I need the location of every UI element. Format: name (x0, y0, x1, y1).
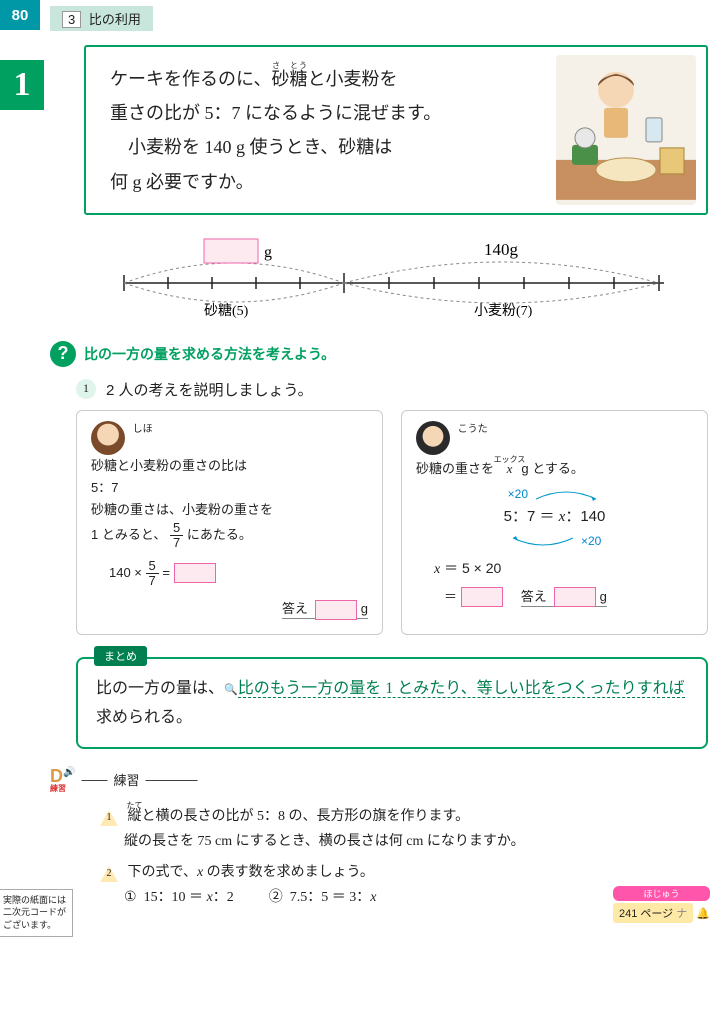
question-icon: ? (50, 341, 76, 367)
shiho-line: 砂糖の重さは、小麦粉の重さを (91, 499, 368, 521)
triangle-badge: 2 (100, 866, 118, 882)
kouta-ratio: 5：7 ＝ x：140 (416, 504, 693, 531)
kouta-arrow-top: ×20 (416, 484, 693, 504)
answer-blank[interactable] (174, 563, 216, 583)
hint-row: ? 比の一方の量を求める方法を考えよう。 (50, 341, 708, 367)
cooking-illustration (556, 55, 696, 205)
shiho-name: しほ (133, 424, 153, 435)
answer-blank[interactable] (461, 587, 503, 607)
hint-text: 比の一方の量を求める方法を考えよう。 (84, 344, 335, 364)
practice-1: 1 縦たてと横の長さの比が 5：8 の、長方形の旗を作ります。 縦の長さを 75… (100, 801, 708, 854)
problem-line: 重さの比が 5：7 になるように混ぜます。 (110, 96, 586, 130)
summary-key: 比のもう一方の量を 1 とみたり、等しい比をつくったりすれば (238, 680, 685, 698)
kouta-line: 砂糖の重さを xエックスg とする。 (416, 455, 693, 480)
sub-question: 1 2 人の考えを説明しましょう。 (76, 379, 708, 400)
subq-number: 1 (76, 379, 96, 399)
shiho-thinking: しほ 砂糖と小麦粉の重さの比は 5：7 砂糖の重さは、小麦粉の重さを 1 とみる… (76, 410, 383, 636)
kouta-arrow-bottom: ×20 (416, 531, 693, 551)
supplement-tag: ほじゅう 241 ページ ナ 🔔 (613, 886, 710, 923)
svg-text:小麦粉(7): 小麦粉(7) (474, 303, 533, 319)
summary-post: 求められる。 (96, 709, 192, 726)
practice-header: D🔊 練習 —— 練習 ———— (50, 767, 708, 793)
section-title: 比の利用 (89, 12, 141, 27)
answer-blank[interactable] (554, 587, 596, 607)
kouta-thinking: こうた 砂糖の重さを xエックスg とする。 ×20 5：7 ＝ x：140 ×… (401, 410, 708, 636)
svg-text:砂糖(5): 砂糖(5) (204, 303, 249, 319)
shiho-answer-row: 答え g (91, 598, 368, 620)
section-number: 3 (62, 11, 81, 28)
summary-tag: まとめ (94, 646, 147, 666)
svg-text:g: g (264, 244, 272, 261)
kouta-avatar (416, 421, 450, 455)
kouta-name: こうた (458, 424, 488, 435)
shiho-avatar (91, 421, 125, 455)
problem-line: 小麦粉を 140 g 使うとき、砂糖は (110, 130, 586, 164)
section-tab: 3 比の利用 (50, 6, 153, 31)
problem-line: 何 g 必要ですか。 (110, 165, 586, 199)
shiho-line: 1 とみると、 57 にあたる。 (91, 521, 368, 551)
summary-box: まとめ 比の一方の量は、🔍比のもう一方の量を 1 とみたり、等しい比をつくったり… (76, 657, 708, 749)
problem-number-badge: 1 (0, 60, 44, 110)
bell-icon: 🔔 (696, 908, 710, 920)
number-line-diagram: g 140g 砂糖(5) 小麦粉(7) (110, 233, 678, 323)
triangle-badge: 1 (100, 810, 118, 826)
page-number: 80 (0, 0, 40, 30)
shiho-line: 砂糖と小麦粉の重さの比は (91, 455, 368, 477)
problem-box: ケーキを作るのに、砂糖さ とうと小麦粉を 重さの比が 5：7 になるように混ぜま… (84, 45, 708, 215)
d-icon: D🔊 練習 (50, 767, 75, 793)
qr-code-note: 実際の紙面には二次元コードがございます。 (0, 889, 73, 937)
shiho-calc: 140 × 57 = (109, 559, 368, 589)
subq-text: 2 人の考えを説明しましょう。 (106, 379, 313, 400)
answer-blank[interactable] (315, 600, 357, 620)
summary-pre: 比の一方の量は、 (96, 680, 224, 697)
kouta-calc2: ＝ 答え g (444, 586, 693, 608)
problem-line: ケーキを作るのに、砂糖さ とうと小麦粉を (110, 61, 586, 96)
shiho-line: 5：7 (91, 477, 368, 499)
svg-text:140g: 140g (484, 240, 519, 259)
kouta-calc1: x ＝ 5 × 20 (434, 557, 693, 582)
